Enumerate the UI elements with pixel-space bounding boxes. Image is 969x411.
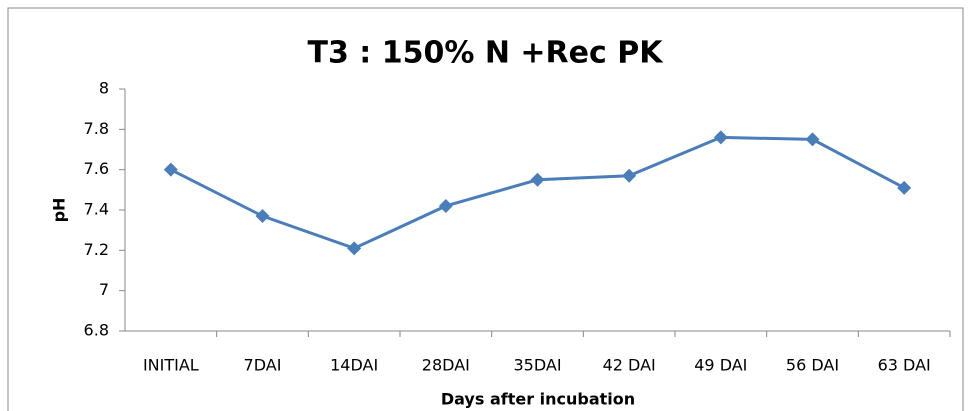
x-tick-label: 28DAI <box>422 356 470 375</box>
x-tick-label: 42 DAI <box>603 356 656 375</box>
y-tick-label: 7.2 <box>84 240 109 259</box>
y-tick-label: 7.6 <box>84 159 109 178</box>
marker <box>163 162 178 177</box>
chart-frame <box>7 7 964 411</box>
chart-title: T3 : 150% N +Rec PK <box>308 36 665 71</box>
marker <box>805 132 820 147</box>
x-tick-label: INITIAL <box>143 356 199 375</box>
y-axis-title: pH <box>50 198 69 223</box>
marker <box>530 172 545 187</box>
y-tick-label: 7 <box>99 280 109 299</box>
y-tick-label: 8 <box>99 79 109 98</box>
y-tick-label: 7.8 <box>84 119 109 138</box>
marker <box>438 198 453 213</box>
x-tick-label: 56 DAI <box>786 356 839 375</box>
marker <box>255 209 270 224</box>
x-tick-label: 7DAI <box>244 356 282 375</box>
marker <box>713 130 728 145</box>
marker <box>897 180 912 195</box>
x-axis-title: Days after incubation <box>441 390 635 409</box>
y-tick-label: 7.4 <box>84 200 109 219</box>
marker <box>347 241 362 256</box>
x-tick-label: 49 DAI <box>694 356 747 375</box>
x-tick-label: 14DAI <box>330 356 378 375</box>
x-tick-label: 35DAI <box>513 356 561 375</box>
x-tick-label: 63 DAI <box>878 356 931 375</box>
y-tick-label: 6.8 <box>84 321 109 340</box>
marker <box>622 168 637 183</box>
